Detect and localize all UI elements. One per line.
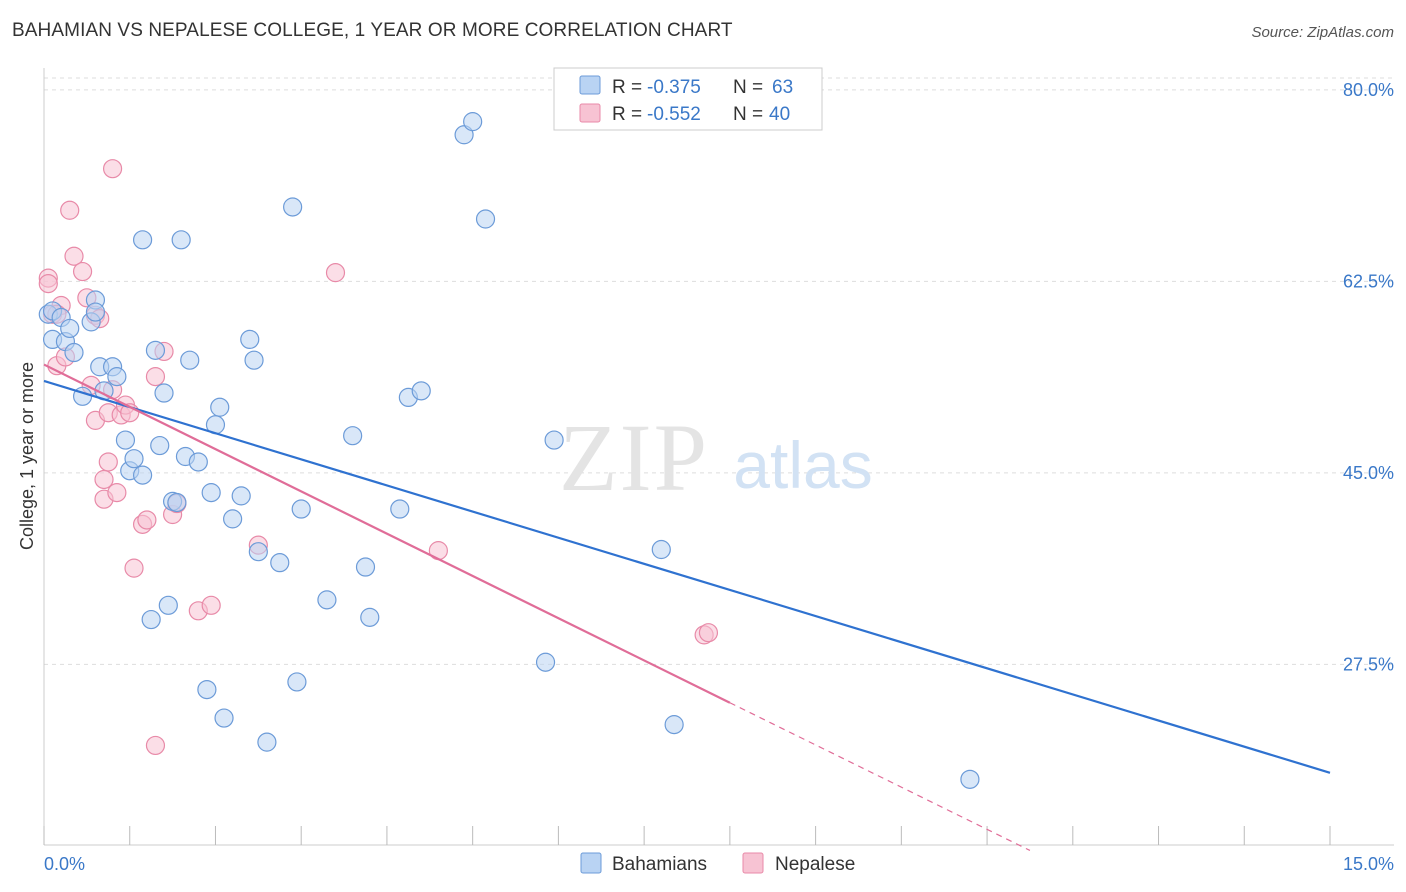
axes [43,68,1394,846]
bahamians-point [664,715,684,735]
x-tick-label-min: 0.0% [44,854,85,874]
legend-swatch-bahamians [579,75,601,95]
nepalese-point [145,735,166,756]
watermark-zip: ZIP [559,404,709,511]
x-tick-labels: 0.0% 15.0% [44,854,1394,874]
legend-n-value-2: 40 [769,104,790,125]
legend-r-label-2: R = [612,104,642,125]
y-tick-label: 27.5% [1343,654,1394,674]
bahamians-point [201,483,221,503]
nepalese-point [38,273,58,294]
bahamians-point [411,381,431,401]
bottom-legend-label-nepalese: Nepalese [775,854,855,875]
trend-lines [43,363,1331,852]
legend: R = -0.375 N = 63 R = -0.552 N = 40 [553,67,823,131]
bahamians-point [231,486,251,506]
bahamians-point [124,449,144,469]
bottom-legend: Bahamians Nepalese [580,852,855,875]
nepalese-point [137,510,157,530]
bottom-legend-swatch-nepalese [742,852,764,874]
bahamians-point [85,302,106,322]
grid-lines [44,77,1394,665]
watermark: ZIP atlas [559,404,873,511]
bahamians-points [38,112,980,789]
source-label: Source: ZipAtlas.com [1251,24,1394,41]
nepalese-point [64,246,84,266]
chart-title: BAHAMIAN VS NEPALESE COLLEGE, 1 YEAR OR … [12,20,733,41]
bahamians-point [355,557,376,577]
bahamians-point [150,435,170,456]
bottom-legend-label-bahamians: Bahamians [612,854,707,875]
bahamians-point [317,590,337,610]
bahamians-point [244,350,264,370]
nepalese-point [124,558,144,578]
legend-r-value-2: -0.552 [647,104,701,125]
bahamians-point [154,383,174,403]
y-tick-label: 45.0% [1343,463,1394,483]
bahamians-point [651,539,671,560]
x-ticks [43,826,1331,845]
legend-r-value-1: -0.375 [647,77,701,98]
bahamians-point [115,430,136,450]
legend-swatch-nepalese [579,103,601,123]
bahamians-point [167,492,187,513]
bahamians-point [535,652,556,672]
legend-n-label-2: N = [733,104,763,125]
nepalese-point [72,261,93,282]
nepalese-point [201,595,221,615]
bahamians-trend-line [43,379,1331,774]
bahamians-point [197,679,217,700]
bahamians-point [158,595,178,615]
bottom-legend-swatch-bahamians [580,852,602,874]
bahamians-point [145,340,166,360]
nepalese-point [325,263,346,283]
bahamians-point [544,430,564,450]
nepalese-point [98,452,118,472]
nepalese-point [102,159,123,179]
legend-n-value-1: 63 [772,77,793,98]
nepalese-trend-line [43,363,731,704]
bahamians-point [64,342,84,363]
bahamians-point [283,197,303,217]
bahamians-point [141,609,161,630]
bahamians-point [291,499,311,519]
bahamians-point [390,499,410,519]
bahamians-point [960,769,980,789]
nepalese-trend-line-extension [729,702,1031,852]
bahamians-point [210,397,230,417]
legend-r-label-1: R = [612,77,642,98]
bahamians-point [360,607,380,627]
watermark-atlas: atlas [733,428,872,502]
bahamians-point [223,509,243,529]
nepalese-point [698,623,719,643]
bahamians-point [60,318,80,339]
bahamians-point [343,426,363,446]
bahamians-point [463,112,483,132]
y-axis-label: College, 1 year or more [17,362,37,550]
bahamians-point [248,542,268,562]
bahamians-point [214,708,234,728]
bahamians-point [132,465,153,485]
y-tick-label: 80.0% [1343,80,1394,100]
bahamians-point [240,329,260,350]
x-tick-label-max: 15.0% [1343,854,1394,874]
bahamians-point [132,230,153,250]
bahamians-point [270,553,290,573]
bahamians-point [475,209,496,229]
legend-n-label-1: N = [733,77,763,98]
bahamians-point [287,672,307,692]
nepalese-point [145,367,166,387]
bahamians-point [171,230,191,250]
bahamians-point [188,452,208,472]
bahamians-point [257,732,277,752]
nepalese-point [107,483,127,503]
bahamians-point [107,367,127,387]
bahamians-point [180,350,200,370]
y-tick-label: 62.5% [1343,271,1394,291]
nepalese-point [60,200,80,220]
y-tick-labels: 80.0% 62.5% 45.0% 27.5% [1343,80,1394,675]
